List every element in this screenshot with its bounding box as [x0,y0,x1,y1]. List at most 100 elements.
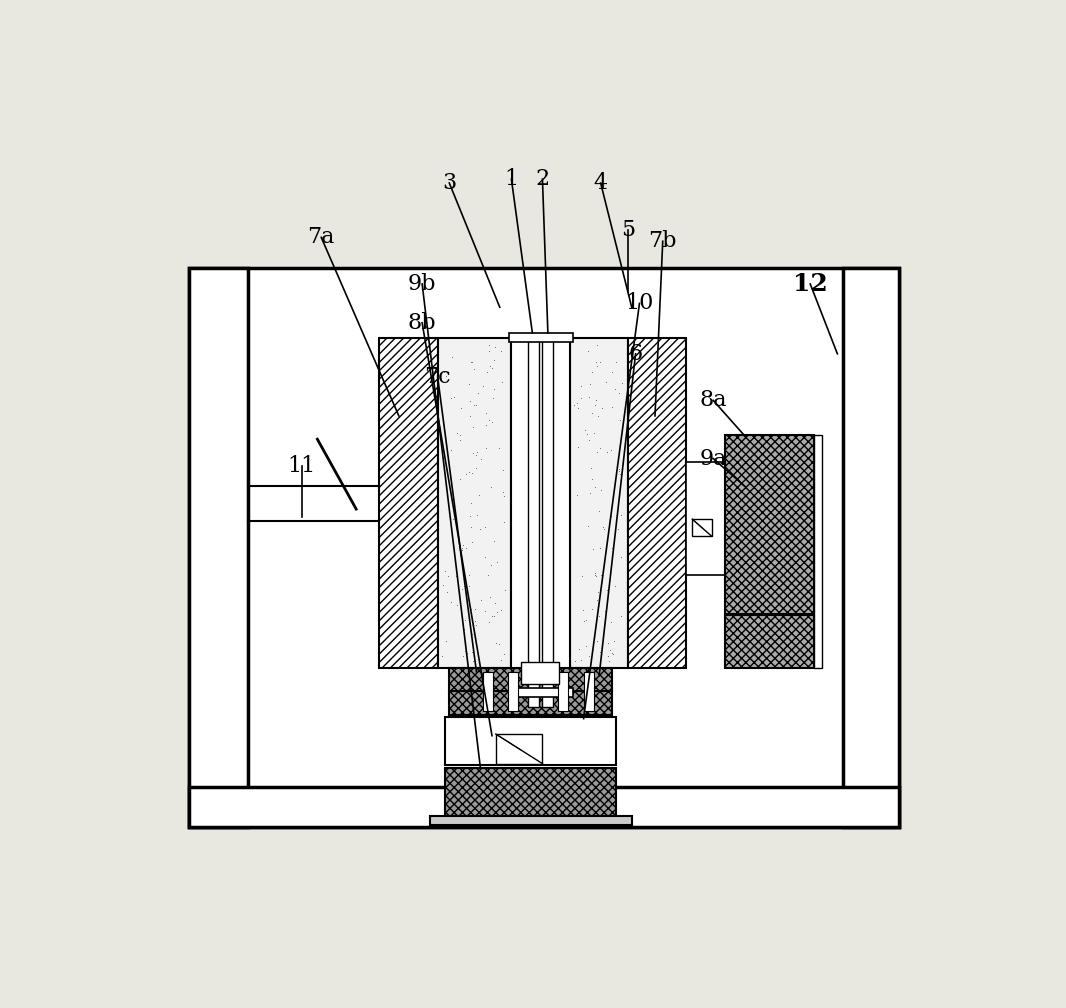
Point [598,582,615,598]
Point [482,590,499,606]
Point [435,364,452,380]
Point [612,466,629,482]
Point [607,578,624,594]
Point [480,338,497,354]
Point [448,568,465,584]
Point [599,445,616,461]
Text: 9a: 9a [699,448,727,470]
Point [438,584,455,600]
Point [452,427,469,444]
Point [491,636,508,652]
Point [495,514,512,530]
Point [481,614,498,630]
Point [588,592,605,608]
Point [566,396,583,412]
Point [465,361,482,377]
Point [434,648,451,664]
Point [592,439,609,456]
Point [468,617,485,633]
Point [577,638,594,654]
Point [446,389,463,405]
Point [602,508,619,524]
Point [461,578,478,594]
Point [474,378,491,394]
Point [601,642,618,658]
Point [577,612,594,628]
Bar [190,787,900,828]
Point [477,549,494,565]
Point [440,569,457,585]
Text: 1: 1 [504,168,518,191]
Point [464,644,481,660]
Point [464,534,481,550]
Point [588,445,605,461]
Point [586,479,603,495]
Point [610,463,627,479]
Point [587,392,604,408]
Point [486,381,503,397]
Point [449,425,466,442]
Point [464,419,481,435]
Point [589,601,607,617]
Point [583,601,600,617]
Point [610,461,627,477]
Point [488,604,505,620]
Point [574,569,591,585]
Point [434,577,451,593]
Point [589,408,607,424]
Point [575,602,592,618]
Point [584,364,601,380]
Point [454,541,471,557]
Point [488,553,505,570]
Point [589,584,607,600]
Point [597,603,614,619]
Point [479,364,496,380]
Text: 9b: 9b [408,273,436,295]
Point [452,432,469,449]
Bar [692,519,712,536]
Point [483,608,500,624]
Point [452,400,469,416]
Point [487,595,504,611]
Bar [687,463,725,575]
Point [482,359,499,375]
Point [593,482,610,498]
Point [480,566,497,583]
Bar [449,668,612,691]
Point [480,344,497,360]
Point [591,608,608,624]
Point [453,581,470,597]
Bar [529,335,538,707]
Text: 3: 3 [442,172,456,195]
Point [612,507,629,523]
Bar [510,687,572,697]
Point [484,390,501,406]
Point [496,646,513,662]
Bar [507,672,518,711]
Bar [543,335,552,707]
Point [466,601,483,617]
Point [569,395,586,411]
Point [591,503,608,519]
Point [490,439,507,456]
Point [586,565,603,582]
Point [608,354,625,370]
Point [584,541,601,557]
Point [449,598,466,614]
Bar [446,717,616,765]
Point [588,338,605,354]
Point [613,549,630,565]
Point [581,389,598,405]
Point [492,602,510,618]
Point [497,582,514,598]
Point [569,439,586,456]
Text: 7a: 7a [308,227,335,248]
Point [454,539,471,555]
Point [468,396,485,412]
Point [586,396,603,412]
Bar [583,672,594,711]
Point [581,485,598,501]
Point [592,354,609,370]
Point [463,518,480,534]
Point [437,633,454,649]
